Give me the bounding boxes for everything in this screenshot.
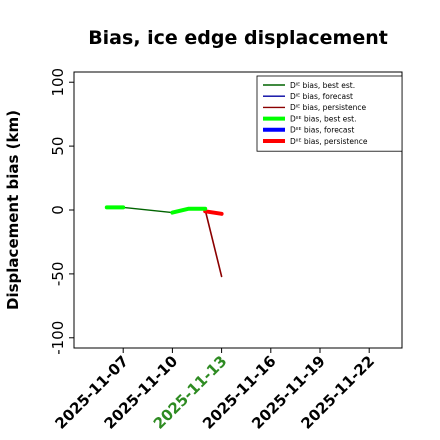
series-layer: [104, 205, 224, 278]
y-tick-label: 100: [49, 68, 67, 97]
legend: Dᴵᴱ bias, best est. Dᴵᴱ bias, forecast Dᴵᴱ…: [256, 75, 403, 152]
series-line: [204, 209, 223, 278]
legend-label: Dᴵᴱ bias, persistence: [290, 103, 366, 112]
series-line: [170, 206, 208, 215]
chart-title: Bias, ice edge displacement: [88, 27, 388, 49]
legend-label: Dᴵᴱ bias, best est.: [290, 81, 355, 90]
y-tick-label: 50: [49, 137, 67, 156]
y-tick-label: -50: [49, 262, 67, 287]
y-axis-label: Displacement bias (km): [4, 110, 22, 310]
legend-label: Dᴵᴵᴱ bias, best est.: [290, 114, 357, 123]
y-tick-label: 0: [49, 205, 67, 215]
legend-box: [256, 75, 403, 152]
legend-label: Dᴵᴵᴱ bias, persistence: [290, 137, 368, 146]
legend-label: Dᴵᴵᴱ bias, forecast: [290, 126, 354, 135]
y-tick-label: -100: [49, 321, 67, 355]
series-line: [203, 209, 224, 216]
legend-label: Dᴵᴱ bias, forecast: [290, 92, 353, 101]
x-axis-ticks: 2025-11-072025-11-102025-11-132025-11-16…: [51, 348, 378, 433]
y-axis-ticks: 100 50 0 -50 -100: [49, 68, 74, 355]
